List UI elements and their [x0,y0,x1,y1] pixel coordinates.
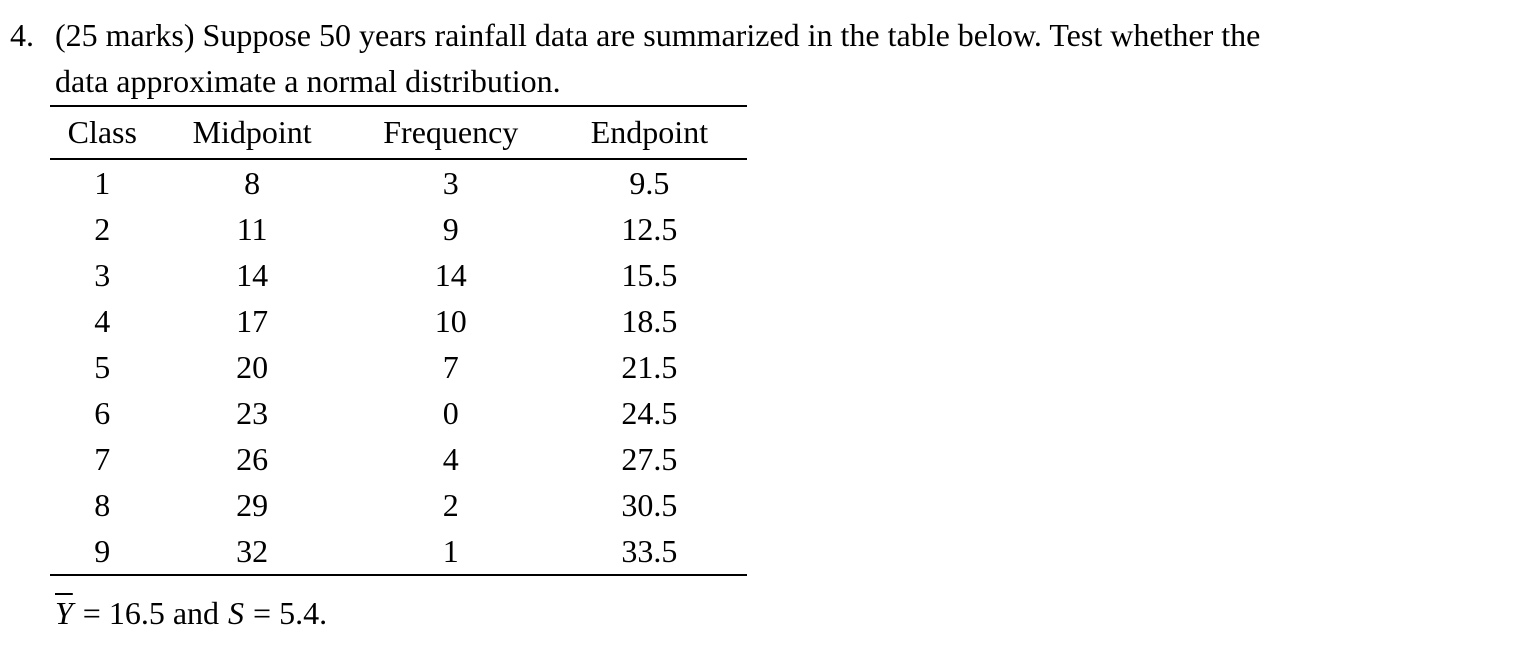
document-page: 4. (25 marks) Suppose 50 years rainfall … [10,12,1535,635]
cell-midpoint: 32 [236,532,269,569]
cell-midpoint: 14 [236,256,269,293]
sd-variable-s: S [228,595,245,631]
cell-class: 2 [94,210,111,247]
column-header-class: Class [67,114,137,150]
table-row: 2 11 9 12.5 [50,206,747,252]
cell-frequency: 9 [442,210,459,247]
cell-frequency: 7 [442,348,459,385]
summary-statistics: Y = 16.5 and S = 5.4. [55,591,1535,635]
column-header-endpoint: Endpoint [590,114,709,150]
cell-midpoint: 29 [236,486,269,523]
cell-midpoint: 26 [236,440,269,477]
problem-number: 4. [10,17,34,53]
table-row: 1 8 3 9.5 [50,159,747,206]
cell-frequency: 0 [442,394,459,431]
table-row: 9 32 1 33.5 [50,528,747,575]
cell-midpoint: 20 [236,348,269,385]
mean-variable-ybar: Y [55,595,73,631]
problem-text-line1: (25 marks) Suppose 50 years rainfall dat… [55,17,1261,53]
table-row: 3 14 14 15.5 [50,252,747,298]
cell-frequency: 1 [442,532,459,569]
cell-class: 6 [94,394,111,431]
cell-class: 8 [94,486,111,523]
problem-statement: 4. (25 marks) Suppose 50 years rainfall … [10,12,1535,104]
table-row: 4 17 10 18.5 [50,298,747,344]
cell-endpoint: 18.5 [621,302,678,339]
mean-value: = 16.5 and [82,595,220,631]
cell-frequency: 4 [442,440,459,477]
cell-endpoint: 21.5 [621,348,678,385]
cell-endpoint: 27.5 [621,440,678,477]
sd-value: = 5.4. [253,595,328,631]
cell-midpoint: 17 [236,302,269,339]
rainfall-data-table: Class Midpoint Frequency Endpoint 1 8 3 … [50,105,747,576]
cell-class: 7 [94,440,111,477]
column-header-midpoint: Midpoint [192,114,312,150]
cell-endpoint: 24.5 [621,394,678,431]
cell-endpoint: 30.5 [621,486,678,523]
cell-frequency: 2 [442,486,459,523]
table-header-row: Class Midpoint Frequency Endpoint [50,106,747,159]
cell-class: 4 [94,302,111,339]
cell-class: 9 [94,532,111,569]
cell-class: 5 [94,348,111,385]
cell-frequency: 3 [442,164,459,201]
cell-midpoint: 23 [236,394,269,431]
cell-midpoint: 11 [236,210,268,247]
cell-frequency: 10 [434,302,467,339]
cell-class: 3 [94,256,111,293]
table-row: 7 26 4 27.5 [50,436,747,482]
problem-text-line2: data approximate a normal distribution. [55,63,561,99]
cell-class: 1 [94,164,111,201]
table-row: 6 23 0 24.5 [50,390,747,436]
column-header-frequency: Frequency [383,114,519,150]
cell-endpoint: 12.5 [621,210,678,247]
cell-frequency: 14 [434,256,467,293]
cell-endpoint: 9.5 [629,164,670,201]
table-row: 5 20 7 21.5 [50,344,747,390]
cell-endpoint: 33.5 [621,532,678,569]
table-row: 8 29 2 30.5 [50,482,747,528]
problem-text: (25 marks) Suppose 50 years rainfall dat… [55,12,1535,104]
cell-midpoint: 8 [244,164,261,201]
cell-endpoint: 15.5 [621,256,678,293]
